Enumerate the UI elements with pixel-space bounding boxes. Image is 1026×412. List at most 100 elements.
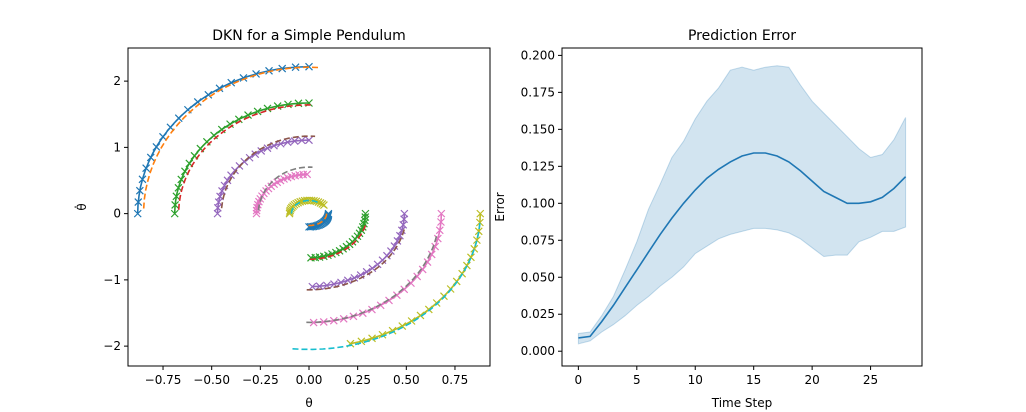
- data-point-marker: [474, 227, 483, 236]
- data-point-marker: [435, 226, 444, 235]
- data-point-marker: [470, 244, 479, 253]
- y-axis-label: θ̇: [74, 203, 89, 210]
- plot-frame: [561, 47, 923, 367]
- x-axis-label: θ: [305, 396, 312, 410]
- data-point-marker: [218, 186, 226, 195]
- data-point-marker: [142, 164, 151, 173]
- data-point-marker: [244, 111, 252, 119]
- x-tick-label: 5: [633, 373, 641, 387]
- data-point-marker: [315, 282, 324, 291]
- y-tick-label: 2: [113, 74, 121, 88]
- data-point-marker: [397, 226, 406, 235]
- data-point-marker: [308, 282, 317, 291]
- data-point-marker: [214, 198, 223, 207]
- data-point-marker: [170, 209, 179, 218]
- data-point-marker: [305, 62, 313, 71]
- data-point-marker: [476, 209, 485, 218]
- y-tick-label: 0.125: [521, 159, 555, 173]
- data-point-marker: [393, 237, 402, 245]
- x-tick-label: 0.75: [442, 373, 469, 387]
- data-point-marker: [418, 265, 427, 274]
- data-point-marker: [172, 192, 181, 201]
- data-point-marker: [171, 201, 180, 209]
- data-point-marker: [437, 209, 446, 218]
- chart-title: DKN for a Simple Pendulum: [212, 28, 405, 44]
- y-tick-label: 0.175: [521, 85, 555, 99]
- data-point-marker: [239, 73, 248, 82]
- x-tick-label: 25: [863, 373, 878, 387]
- y-tick-label: 0.050: [521, 270, 555, 284]
- data-point-marker: [263, 144, 272, 153]
- x-tick-label: 0.00: [296, 373, 323, 387]
- data-point-marker: [292, 199, 301, 208]
- data-point-marker: [251, 150, 260, 159]
- data-point-marker: [368, 334, 376, 343]
- x-tick-label: −0.50: [193, 373, 230, 387]
- predicted-trajectory-line: [291, 222, 481, 351]
- data-point-marker: [174, 183, 183, 192]
- axis-ticks: 0 5 10 15 20 25 0.000 0.025 0.050 0.075 0.100 0.125…: [521, 48, 879, 387]
- data-point-marker: [134, 198, 143, 207]
- y-tick-label: 0.000: [521, 344, 555, 358]
- data-point-marker: [407, 279, 415, 288]
- data-point-marker: [314, 198, 323, 206]
- data-point-marker: [319, 318, 328, 326]
- data-point-marker: [472, 236, 481, 245]
- data-point-marker: [467, 253, 475, 262]
- y-tick-label: 0.150: [521, 122, 555, 136]
- data-point-marker: [297, 136, 306, 145]
- data-point-marker: [361, 209, 370, 218]
- data-point-marker: [413, 272, 422, 281]
- x-tick-label: 0: [575, 373, 583, 387]
- data-point-marker: [135, 186, 144, 195]
- predicted-trajectory-line: [177, 104, 314, 210]
- data-point-marker: [308, 222, 316, 231]
- x-tick-label: −0.75: [145, 373, 182, 387]
- data-point-marker: [343, 276, 352, 285]
- data-point-marker: [390, 242, 399, 251]
- data-point-marker: [475, 218, 484, 227]
- data-point-marker: [223, 176, 232, 185]
- y-tick-label: 0: [113, 207, 121, 221]
- pendulum-chart: DKN for a Simple Pendulum −0.75 −0.50 −0.2…: [74, 28, 491, 410]
- series-group: [133, 62, 485, 351]
- data-point-marker: [368, 264, 377, 273]
- data-point-marker: [378, 330, 387, 339]
- data-point-marker: [204, 90, 213, 99]
- y-tick-label: 0.200: [521, 48, 555, 62]
- data-point-marker: [303, 170, 312, 179]
- data-point-marker: [373, 260, 382, 269]
- data-point-marker: [174, 114, 183, 123]
- data-point-marker: [350, 273, 359, 282]
- y-tick-label: 0.075: [521, 233, 555, 247]
- data-point-marker: [309, 318, 318, 327]
- error-band: [577, 65, 907, 345]
- data-point-marker: [138, 175, 147, 184]
- measured-trajectory-line: [173, 102, 310, 214]
- data-point-marker: [152, 143, 161, 151]
- x-tick-label: 15: [746, 373, 761, 387]
- predicted-trajectory-line: [307, 225, 367, 261]
- data-point-marker: [462, 261, 471, 270]
- data-point-marker: [278, 64, 287, 73]
- data-point-marker: [437, 218, 445, 226]
- data-point-marker: [305, 222, 313, 231]
- x-tick-label: −0.25: [242, 373, 279, 387]
- x-tick-label: 0.25: [344, 373, 371, 387]
- x-tick-label: 20: [804, 373, 819, 387]
- data-point-marker: [257, 147, 266, 155]
- x-tick-label: 10: [688, 373, 703, 387]
- predicted-trajectory-line: [304, 235, 438, 324]
- predicted-trajectory-line: [220, 135, 316, 209]
- axis-ticks: −0.75 −0.50 −0.25 0.00 0.25 0.50 0.75 −2 −1 0 1 2: [103, 74, 468, 387]
- x-axis-label: Time Step: [711, 396, 773, 410]
- data-point-marker: [424, 305, 433, 314]
- y-tick-label: 0.100: [521, 196, 555, 210]
- data-point-marker: [305, 136, 313, 145]
- predicted-trajectory-line: [305, 229, 405, 291]
- mean-error-line: [578, 152, 907, 339]
- data-point-marker: [290, 137, 299, 145]
- data-point-marker: [146, 153, 155, 162]
- y-tick-label: 1: [113, 140, 121, 154]
- predicted-trajectory-line: [142, 66, 321, 209]
